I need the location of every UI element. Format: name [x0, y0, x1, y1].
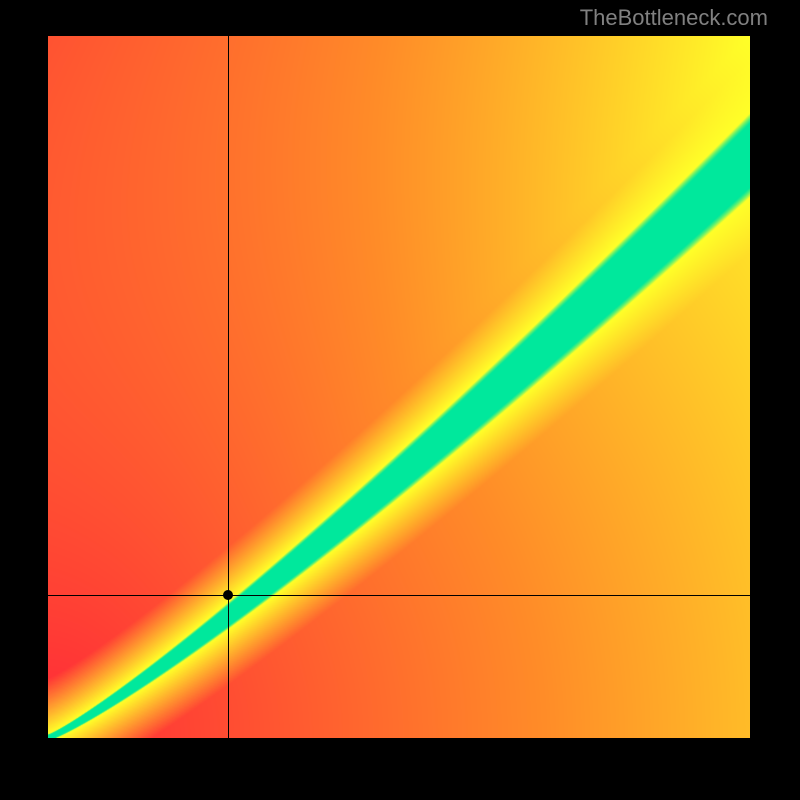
attribution-text: TheBottleneck.com — [580, 5, 768, 31]
crosshair-horizontal — [48, 595, 750, 596]
heatmap-canvas — [48, 36, 750, 738]
crosshair-marker — [223, 590, 233, 600]
heatmap-chart — [48, 36, 750, 738]
crosshair-vertical — [228, 36, 229, 738]
